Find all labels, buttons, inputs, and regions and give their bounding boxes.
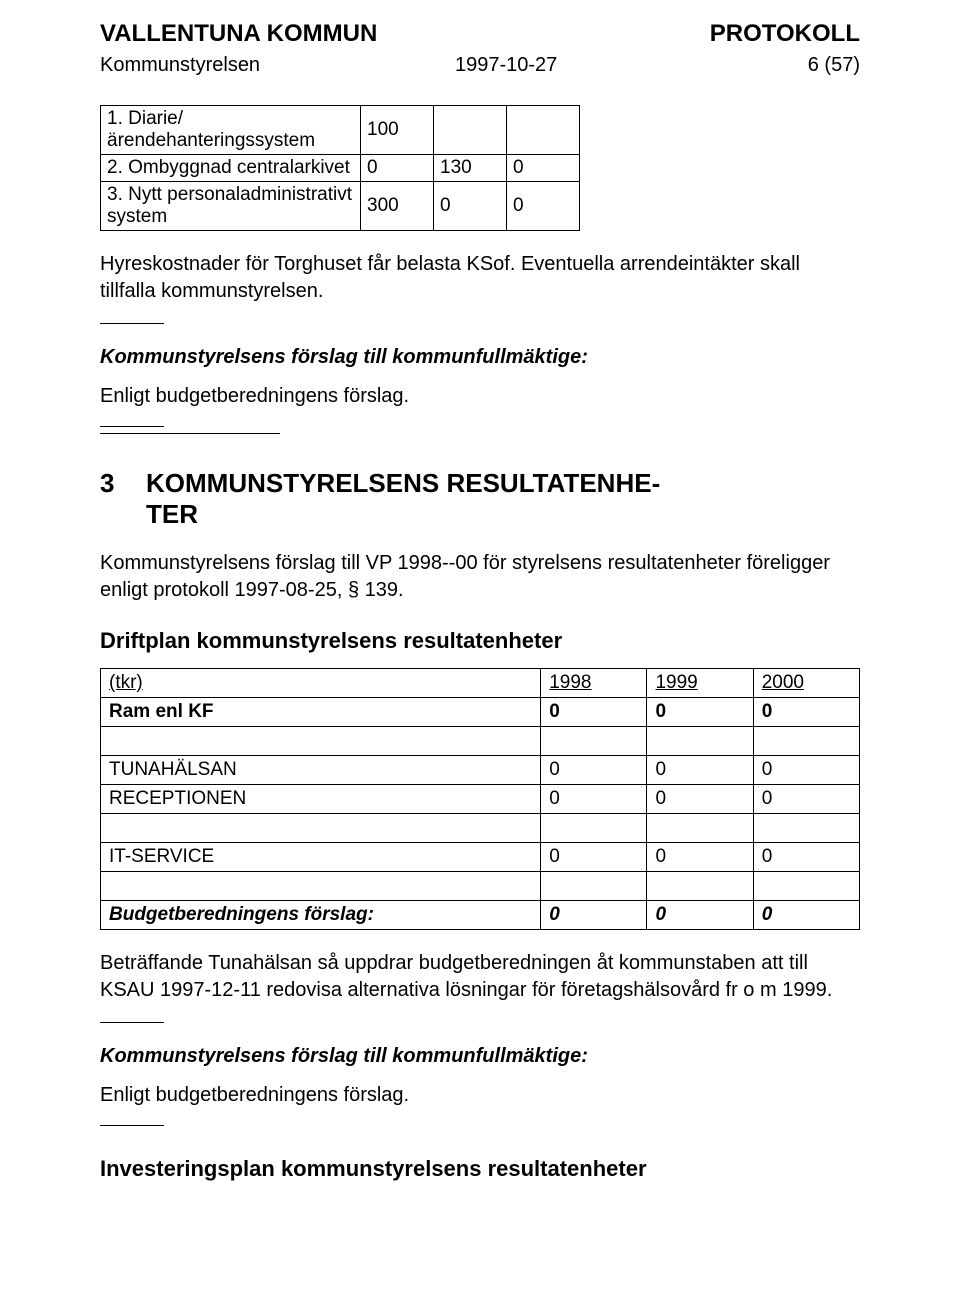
- cell-empty: [541, 727, 647, 756]
- cell-empty: [647, 872, 753, 901]
- cell-empty: [647, 814, 753, 843]
- cell-label: 1. Diarie/ärendehanteringssystem: [101, 106, 361, 155]
- paragraph: Beträffande Tunahälsan så uppdrar budget…: [100, 950, 860, 1004]
- page-number: 6 (57): [715, 54, 860, 77]
- cell-value: 0: [647, 698, 753, 727]
- table-row: 1. Diarie/ärendehanteringssystem 100: [101, 106, 580, 155]
- cell-value: 0: [753, 756, 859, 785]
- table-row: 2. Ombyggnad centralarkivet 0 130 0: [101, 155, 580, 182]
- cell-value: 0: [507, 155, 580, 182]
- table-header-row: (tkr) 1998 1999 2000: [101, 669, 860, 698]
- cell-empty: [101, 814, 541, 843]
- cell-value: 0: [541, 843, 647, 872]
- table-row: IT-SERVICE 0 0 0: [101, 843, 860, 872]
- cell-header: 1999: [647, 669, 753, 698]
- cell-value: 130: [434, 155, 507, 182]
- cell-empty: [753, 727, 859, 756]
- cell-value: [434, 106, 507, 155]
- cell-value: 0: [507, 182, 580, 231]
- header-row-2: Kommunstyrelsen 1997-10-27 6 (57): [100, 54, 860, 77]
- header-row-1: VALLENTUNA KOMMUN PROTOKOLL: [100, 20, 860, 48]
- divider: [100, 1125, 164, 1126]
- section-number: 3: [100, 468, 146, 499]
- motion-text: Enligt budgetberedningens förslag.: [100, 1084, 860, 1107]
- cell-label: Budgetberedningens förslag:: [101, 901, 541, 930]
- cell-value: 0: [753, 901, 859, 930]
- cell-empty: [541, 814, 647, 843]
- cell-value: 0: [541, 785, 647, 814]
- table-row: TUNAHÄLSAN 0 0 0: [101, 756, 860, 785]
- cell-value: 0: [541, 698, 647, 727]
- cell-empty: [541, 872, 647, 901]
- table-row-empty: [101, 727, 860, 756]
- cell-empty: [101, 872, 541, 901]
- doc-date: 1997-10-27: [455, 54, 715, 77]
- cell-value: 0: [647, 756, 753, 785]
- body-name: Kommunstyrelsen: [100, 54, 455, 77]
- cell-value: 0: [753, 843, 859, 872]
- cell-value: 0: [753, 698, 859, 727]
- cell-label: IT-SERVICE: [101, 843, 541, 872]
- table-row: Budgetberedningens förslag: 0 0 0: [101, 901, 860, 930]
- table-row-empty: [101, 872, 860, 901]
- section-title: KOMMUNSTYRELSENS RESULTATENHE-TER: [146, 468, 660, 530]
- cell-value: 0: [361, 155, 434, 182]
- table-row: Ram enl KF 0 0 0: [101, 698, 860, 727]
- table-row: RECEPTIONEN 0 0 0: [101, 785, 860, 814]
- cell-header: (tkr): [101, 669, 541, 698]
- cell-value: 0: [753, 785, 859, 814]
- driftplan-table: (tkr) 1998 1999 2000 Ram enl KF 0 0 0 TU…: [100, 668, 860, 930]
- paragraph: Kommunstyrelsens förslag till VP 1998--0…: [100, 550, 860, 604]
- small-cost-table: 1. Diarie/ärendehanteringssystem 100 2. …: [100, 105, 580, 231]
- org-name: VALLENTUNA KOMMUN: [100, 20, 377, 48]
- motion-label: Kommunstyrelsens förslag till kommunfull…: [100, 1045, 860, 1068]
- cell-value: 0: [647, 901, 753, 930]
- divider: [100, 426, 164, 427]
- cell-value: 300: [361, 182, 434, 231]
- cell-value: 0: [541, 901, 647, 930]
- table-row: 3. Nytt personaladministrativt system 30…: [101, 182, 580, 231]
- cell-label: RECEPTIONEN: [101, 785, 541, 814]
- cell-header: 2000: [753, 669, 859, 698]
- cell-label: TUNAHÄLSAN: [101, 756, 541, 785]
- cell-label: 2. Ombyggnad centralarkivet: [101, 155, 361, 182]
- cell-label: Ram enl KF: [101, 698, 541, 727]
- subheading: Driftplan kommunstyrelsens resultatenhet…: [100, 628, 860, 654]
- subheading: Investeringsplan kommunstyrelsens result…: [100, 1156, 860, 1182]
- cell-empty: [647, 727, 753, 756]
- cell-empty: [753, 872, 859, 901]
- table-row-empty: [101, 814, 860, 843]
- cell-value: 0: [434, 182, 507, 231]
- divider: [100, 1022, 164, 1023]
- cell-value: [507, 106, 580, 155]
- page: VALLENTUNA KOMMUN PROTOKOLL Kommunstyrel…: [0, 0, 960, 1291]
- paragraph: Hyreskostnader för Torghuset får belasta…: [100, 251, 860, 305]
- cell-empty: [101, 727, 541, 756]
- doc-type: PROTOKOLL: [710, 20, 860, 48]
- cell-label: 3. Nytt personaladministrativt system: [101, 182, 361, 231]
- divider: [100, 433, 280, 434]
- cell-value: 0: [647, 785, 753, 814]
- cell-header: 1998: [541, 669, 647, 698]
- cell-empty: [753, 814, 859, 843]
- cell-value: 0: [541, 756, 647, 785]
- cell-value: 0: [647, 843, 753, 872]
- motion-label: Kommunstyrelsens förslag till kommunfull…: [100, 346, 860, 369]
- divider: [100, 323, 164, 324]
- motion-text: Enligt budgetberedningens förslag.: [100, 385, 860, 408]
- section-title-row: 3 KOMMUNSTYRELSENS RESULTATENHE-TER: [100, 468, 860, 530]
- cell-value: 100: [361, 106, 434, 155]
